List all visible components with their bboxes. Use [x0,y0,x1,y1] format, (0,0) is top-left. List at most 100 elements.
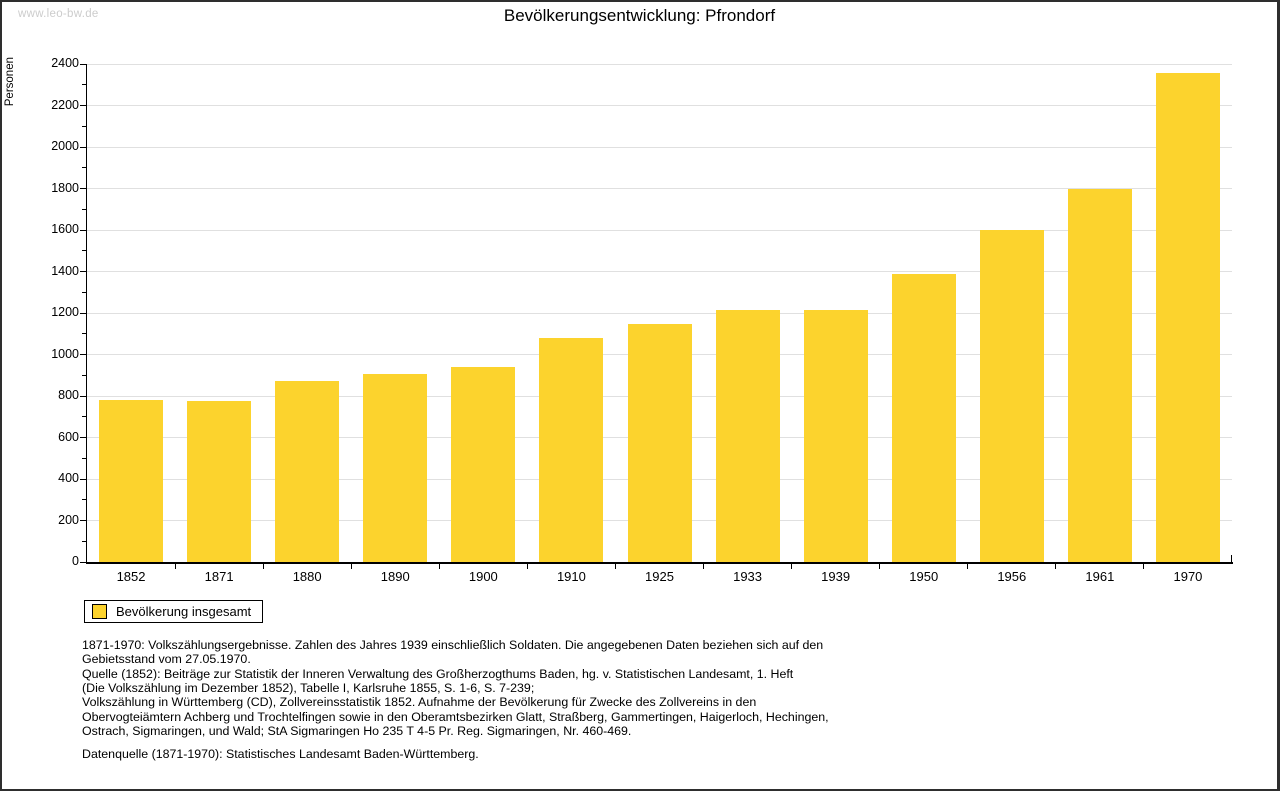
x-axis-tick [967,564,969,569]
x-axis-tick [350,564,352,569]
y-gridline [87,312,1232,314]
footnote-lines: 1871-1970: Volkszählungsergebnisse. Zahl… [82,638,829,738]
footnote-line: Ostrach, Sigmaringen, und Wald; StA Sigm… [82,724,632,739]
y-axis-minor-tick [82,457,87,459]
x-category-label: 1939 [821,569,851,584]
footnote-line: Volkszählung in Württemberg (CD), Zollve… [82,695,757,710]
y-axis-tick [80,395,87,397]
x-category-label: 1900 [468,569,498,584]
y-gridline [87,63,1232,65]
x-category-label: 1950 [909,569,939,584]
y-axis-tick [80,354,87,355]
y-axis-tick [80,146,87,148]
y-axis-tick-label: 1400 [51,263,79,278]
bar [1155,73,1220,562]
footnote-line: 1871-1970: Volkszählungsergebnisse. Zahl… [82,638,824,652]
x-category-label: 1890 [380,569,410,584]
chart-plot-area: 0 200 400 600 800 1000 1200 1400 1600 1800 2000 220… [51,56,1233,584]
bar [99,400,164,562]
y-axis-minor-tick [82,84,87,86]
source-footnotes: 1871-1970: Volkszählungsergebnisse. Zahl… [82,638,829,762]
y-gridline [87,229,1232,231]
y-axis-minor-tick [82,167,87,169]
y-axis-tick [80,188,87,189]
y-gridline [87,146,1232,148]
x-axis-tick [526,564,528,569]
leo-bw-watermark: www.leo-bw.de [18,8,99,20]
bar [891,273,956,562]
bar [539,337,604,562]
y-axis-tick [80,520,87,521]
y-axis-tick-label: 400 [58,471,79,485]
y-axis-minor-tick [82,125,87,127]
footnote-line: (Die Volkszählung im Dezember 1852), Tab… [82,681,535,696]
y-axis-tick-label: 2400 [51,56,79,70]
bar [275,381,340,562]
x-axis-line [86,562,1233,564]
legend-label: Bevölkerung insgesamt [116,604,252,619]
bar [451,366,516,562]
y-axis-minor-tick [82,374,87,376]
y-axis-tick-label: 2200 [51,97,79,112]
y-gridline [87,105,1232,106]
y-axis-minor-tick [82,333,87,335]
footnote-line: Obervogteiämtern Achberg und Trochtelfin… [82,709,829,724]
y-gridline [87,188,1232,189]
x-category-label: 1970 [1173,569,1203,584]
y-axis-tick [80,561,87,563]
y-axis-minor-tick [82,250,87,252]
y-axis-tick-label: 1200 [51,305,79,319]
bar [979,230,1044,562]
y-axis-tick-label: 1000 [51,346,79,361]
x-category-label: 1852 [116,569,146,584]
x-axis-tick [438,564,440,569]
y-axis-tick [80,478,87,480]
y-axis-tick [80,312,87,314]
x-category-label: 1910 [556,569,586,584]
y-axis-minor-tick [82,416,87,418]
bar [363,374,428,562]
x-axis-tick [262,564,264,569]
y-axis-tick [80,271,87,272]
bar [803,309,868,562]
x-axis-tick [879,564,881,569]
y-axis-title: Personen [4,57,16,107]
y-axis-tick-label: 600 [58,429,79,444]
y-axis-tick-label: 1600 [51,222,79,236]
datenquelle-line: Datenquelle (1871-1970): Statistisches L… [82,747,479,762]
y-axis-tick [80,105,87,106]
x-axis-tick [703,564,705,569]
x-category-label: 1956 [997,569,1027,584]
bar [715,309,780,562]
y-axis-tick-label: 800 [58,388,79,402]
bar [187,401,252,562]
y-axis-line [86,64,87,564]
y-axis-tick-label: 2000 [51,139,79,153]
chart-title: Bevölkerungsentwicklung: Pfrondorf [503,6,776,25]
bar [1067,188,1132,562]
y-axis-tick [80,229,87,231]
legend-box: Bevölkerung insgesamt [84,600,264,623]
x-axis-tick [614,564,616,569]
x-axis-tick [174,564,176,569]
x-category-label: 1871 [204,569,234,584]
x-axis-tick [1143,564,1145,569]
x-category-label: 1925 [645,569,674,584]
x-category-label: 1961 [1085,569,1115,584]
y-axis-tick [80,63,87,65]
y-axis-tick-label: 0 [72,554,79,568]
y-gridline [87,271,1232,272]
x-axis-end-tick [1231,555,1232,562]
y-axis-minor-tick [82,291,87,293]
y-axis-minor-tick [82,208,87,210]
x-axis-tick [1055,564,1057,569]
y-axis-minor-tick [82,540,87,542]
y-axis-tick-label: 200 [58,512,79,527]
bar [627,324,692,562]
legend-swatch-icon [92,604,107,619]
y-axis-tick-label: 1800 [51,180,79,195]
footnote-line: Gebietsstand vom 27.05.1970. [82,652,251,667]
x-category-label: 1933 [733,569,763,584]
y-axis-minor-tick [82,499,87,501]
